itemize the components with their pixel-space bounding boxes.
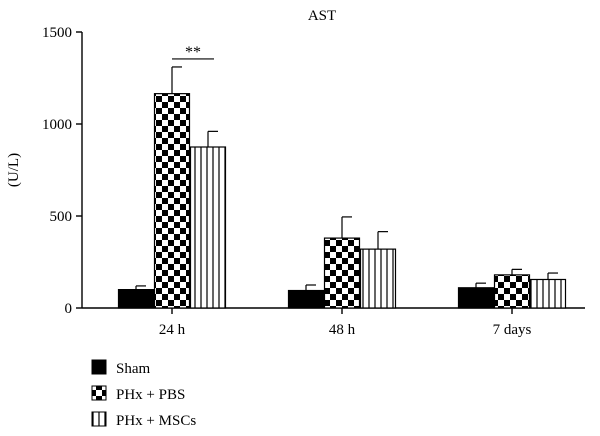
legend: Sham PHx + PBS PHx + MSCs [91, 359, 196, 429]
bar [457, 287, 495, 309]
legend-label: Sham [116, 361, 151, 377]
legend-swatch [91, 359, 107, 375]
bar [153, 93, 191, 309]
legend-label: PHx + MSCs [116, 413, 196, 429]
legend-swatch [91, 385, 107, 401]
bar [323, 237, 361, 309]
bar [287, 289, 325, 309]
bar [529, 278, 567, 309]
x-tick-label: 7 days [493, 322, 532, 338]
y-tick-label: 1000 [42, 117, 72, 133]
plot-layer: 0 500 1000 1500 24 h 48 h 7 days ** [42, 25, 585, 338]
legend-label: PHx + PBS [116, 387, 185, 403]
chart-title: AST [308, 8, 336, 24]
bar [189, 146, 227, 309]
bar [359, 248, 397, 309]
y-tick-label: 1500 [42, 25, 72, 41]
bar [493, 274, 531, 309]
y-tick-label: 500 [50, 209, 73, 225]
legend-swatch [91, 411, 107, 427]
bar [117, 289, 155, 309]
y-axis-label: (U/L) [6, 153, 22, 187]
x-tick-label: 24 h [159, 322, 186, 338]
x-tick-label: 48 h [329, 322, 356, 338]
y-tick-label: 0 [65, 301, 73, 317]
significance-label: ** [185, 44, 201, 61]
